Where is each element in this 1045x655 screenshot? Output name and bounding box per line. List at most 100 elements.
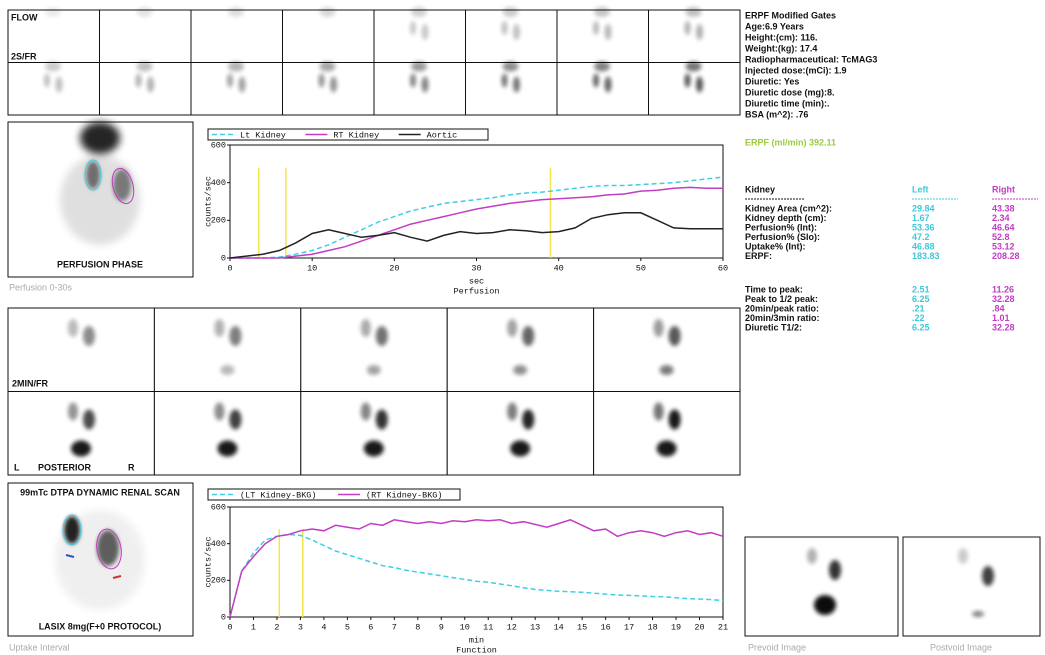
patient-info: Height:(cm): 116. xyxy=(745,32,818,42)
x-tick-label: 5 xyxy=(345,622,350,632)
x-tick-label: 0 xyxy=(227,263,232,273)
uptake-blob xyxy=(227,73,233,88)
image-frame xyxy=(446,307,595,392)
series-line xyxy=(230,186,723,259)
uptake-blob xyxy=(502,7,519,17)
flow-rate: 2S/FR xyxy=(11,51,37,61)
uptake-blob xyxy=(653,319,664,337)
postvoid-caption: Postvoid Image xyxy=(930,642,992,652)
x-tick-label: 8 xyxy=(415,622,420,632)
uptake-blob xyxy=(113,169,131,201)
result-label: Perfusion% (Slo): xyxy=(745,232,820,242)
uptake-blob xyxy=(659,365,674,375)
result-label: 20min/3min ratio: xyxy=(745,313,820,323)
uptake-blob xyxy=(410,73,416,88)
patient-info: Radiopharmaceutical: TcMAG3 xyxy=(745,54,877,64)
uptake-blob xyxy=(958,548,968,564)
uptake-blob xyxy=(522,326,535,346)
table-header: Right xyxy=(992,184,1015,194)
result-value: 46.88 xyxy=(912,241,935,251)
result-label: Time to peak: xyxy=(745,284,803,294)
series-line xyxy=(230,176,724,259)
image-frame xyxy=(373,9,466,63)
result-value: .84 xyxy=(992,303,1005,313)
result-label: Uptake% (Int): xyxy=(745,241,806,251)
result-value: 53.12 xyxy=(992,241,1015,251)
uptake-blob xyxy=(229,326,242,346)
uptake-blob xyxy=(502,61,519,72)
uptake-blob xyxy=(86,161,100,189)
result-label: ERPF: xyxy=(745,251,772,261)
patient-info: Age:6.9 Years xyxy=(745,21,804,31)
x-tick-label: 16 xyxy=(601,622,611,632)
y-axis-label: counts/sec xyxy=(203,536,213,587)
series-line xyxy=(229,533,724,618)
y-tick-label: 400 xyxy=(211,178,226,188)
result-value: 6.25 xyxy=(912,322,930,332)
uptake-blob xyxy=(410,21,416,35)
image-frame xyxy=(465,9,558,63)
y-axis-label: counts/sec xyxy=(203,176,213,227)
uptake-blob xyxy=(513,24,520,40)
legend-label: RT Kidney xyxy=(333,130,379,140)
scan-images xyxy=(7,7,1041,637)
patient-info: Diuretic time (min):. xyxy=(745,98,830,108)
uptake-blob xyxy=(71,440,91,457)
uptake-blob xyxy=(604,24,612,40)
patient-info: BSA (m^2): .76 xyxy=(745,109,808,119)
uptake-blob xyxy=(594,61,610,72)
legend-box xyxy=(207,488,461,501)
legend-label: Lt Kidney xyxy=(240,130,286,140)
image-frame xyxy=(282,9,375,63)
series-line xyxy=(229,212,723,259)
uptake-blob xyxy=(814,595,836,615)
uptake-blob xyxy=(83,409,95,430)
uptake-blob xyxy=(238,76,246,93)
result-value: 2.34 xyxy=(992,213,1010,223)
uptake-blob xyxy=(360,319,371,337)
uptake-blob xyxy=(136,61,153,72)
x-tick-label: 9 xyxy=(439,622,444,632)
table-header: Left xyxy=(912,184,929,194)
legend-box xyxy=(207,128,489,141)
result-value: .22 xyxy=(912,313,925,323)
x-tick-label: 11 xyxy=(483,622,493,632)
uptake-title: 99mTc DTPA DYNAMIC RENAL SCAN xyxy=(20,487,180,497)
result-value: 32.28 xyxy=(992,322,1015,332)
image-frame xyxy=(593,307,741,392)
uptake-blob xyxy=(593,73,599,88)
result-value: .21 xyxy=(912,303,925,313)
uptake-blob xyxy=(217,440,238,457)
uptake-caption: Uptake Interval xyxy=(9,642,70,652)
patient-info: Diuretic dose (mg):8. xyxy=(745,87,835,97)
patient-info: Diuretic: Yes xyxy=(745,76,799,86)
uptake-blob xyxy=(593,21,599,35)
flow-title: FLOW xyxy=(11,12,38,22)
x-tick-label: 6 xyxy=(368,622,373,632)
uptake-blob xyxy=(684,73,691,88)
result-value: 1.01 xyxy=(992,313,1010,323)
uptake-blob xyxy=(696,76,703,93)
uptake-blob xyxy=(421,76,429,93)
series-line xyxy=(229,518,724,618)
y-tick-label: 600 xyxy=(211,502,226,512)
chart-title: Function xyxy=(456,645,497,655)
y-tick-label: 0 xyxy=(221,612,226,622)
image-frame xyxy=(648,9,741,63)
x-tick-label: 15 xyxy=(577,622,587,632)
uptake-blob xyxy=(229,409,242,430)
prevoid-caption: Prevoid Image xyxy=(748,642,806,652)
uptake-blob xyxy=(220,365,235,375)
patient-info: ERPF Modified Gates xyxy=(745,10,836,20)
uptake-blob xyxy=(829,560,841,580)
uptake-blob xyxy=(501,73,508,88)
uptake-blob xyxy=(214,319,225,337)
x-tick-label: 10 xyxy=(460,622,470,632)
result-value: 47.2 xyxy=(912,232,930,242)
uptake-blob xyxy=(421,24,429,40)
dynamic-rate: 2MIN/FR xyxy=(12,378,49,388)
legend-label: (LT Kidney-BKG) xyxy=(240,490,317,500)
chart-title: Perfusion xyxy=(454,286,500,296)
result-value: 6.25 xyxy=(912,294,930,304)
perfusion-label: PERFUSION PHASE xyxy=(57,259,143,269)
